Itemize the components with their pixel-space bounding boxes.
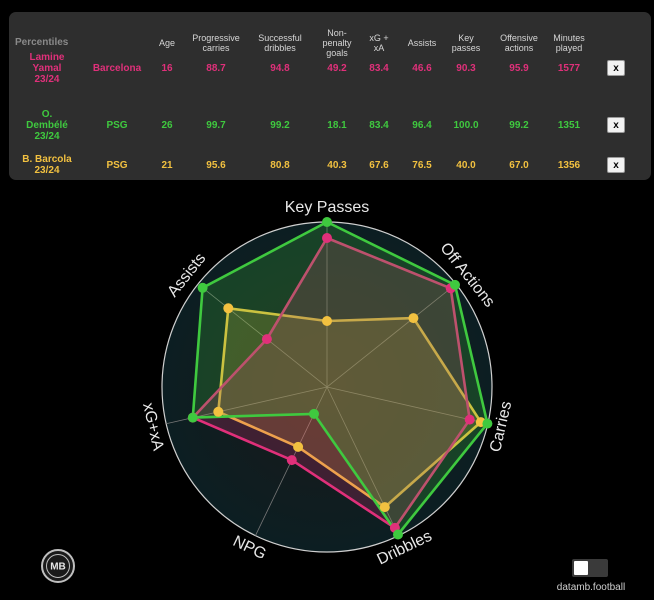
row-2-npg: 18.1 — [327, 119, 347, 131]
radar-series-2-point — [450, 279, 460, 290]
radar-series-3-point — [213, 406, 224, 417]
header-key-passes: Key passes — [451, 33, 481, 53]
radar-series-3-point — [408, 313, 419, 324]
radar-spoke — [197, 283, 328, 388]
row-3-successful-dribbles: 80.8 — [270, 159, 290, 171]
row-3-player-name: B. Barcola 23/24 — [22, 154, 72, 176]
row-3-progressive-carries: 95.6 — [206, 159, 226, 171]
row-2-player-name: O. Dembélé 23/24 — [26, 108, 68, 142]
row-2-assists: 96.4 — [412, 119, 432, 131]
remove-player-button[interactable]: x — [607, 157, 625, 173]
toggle-knob — [574, 561, 588, 575]
row-3-club: PSG — [106, 159, 128, 171]
row-2-club: PSG — [106, 119, 128, 131]
row-2-minutes: 1351 — [557, 119, 581, 131]
row-3-key-passes: 40.0 — [456, 159, 476, 171]
radar-series-1-area — [191, 236, 472, 530]
radar-series-1-point — [322, 233, 332, 243]
comparison-table: Percentiles Age Progressive carries Success… — [9, 12, 651, 180]
row-3-assists: 76.5 — [412, 159, 432, 171]
radar-series-1-point — [464, 414, 475, 425]
row-3-npg: 40.3 — [327, 159, 347, 171]
remove-player-button[interactable]: x — [607, 60, 625, 76]
row-1-successful-dribbles: 94.8 — [270, 62, 290, 74]
header-npg: Non- penalty goals — [322, 28, 352, 58]
datamb-logo: MB — [41, 549, 75, 583]
theme-toggle[interactable] — [572, 559, 608, 577]
radar-series-3-point — [379, 502, 390, 513]
header-assists: Assists — [407, 38, 437, 48]
row-3-xg-xa: 67.6 — [369, 159, 389, 171]
radar-series-1-point — [261, 334, 272, 345]
row-1-progressive-carries: 88.7 — [206, 62, 226, 74]
row-1-club: Barcelona — [92, 62, 142, 74]
header-minutes-played: Minutes played — [553, 33, 585, 53]
logo-text: MB — [50, 562, 66, 573]
row-2-age: 26 — [161, 119, 173, 131]
header-percentiles: Percentiles — [15, 37, 69, 48]
row-1-npg: 49.2 — [327, 62, 347, 74]
row-3-age: 21 — [161, 159, 173, 171]
row-1-age: 16 — [161, 62, 173, 74]
radar-series-1-point — [286, 455, 297, 466]
radar-series-2-point — [187, 412, 198, 423]
radar-axis-label: xG+xA — [139, 401, 166, 452]
radar-series-3-point — [322, 316, 332, 326]
row-2-offensive-actions: 99.2 — [509, 119, 529, 131]
radar-series-3-area — [217, 306, 483, 509]
radar-series-2-point — [309, 408, 319, 419]
radar-axis-label: Carries — [487, 400, 515, 454]
header-successful-dribbles: Successful dribbles — [258, 33, 302, 53]
row-2-xg-xa: 83.4 — [369, 119, 389, 131]
row-1-key-passes: 90.3 — [456, 62, 476, 74]
radar-spoke — [326, 283, 457, 388]
row-2-successful-dribbles: 99.2 — [270, 119, 290, 131]
credit-text: datamb.football — [556, 582, 626, 593]
radar-spoke — [326, 386, 488, 425]
radar-series-2-area — [191, 220, 489, 536]
row-1-player-name: Lamine Yamal 23/24 — [29, 51, 65, 85]
radar-series-3-point — [223, 303, 234, 314]
radar-series-2-point — [322, 217, 332, 227]
row-1-minutes: 1577 — [557, 62, 581, 74]
radar-axis-label: Key Passes — [285, 199, 369, 216]
row-1-offensive-actions: 95.9 — [509, 62, 529, 74]
header-age: Age — [158, 38, 175, 48]
header-progressive-carries: Progressive carries — [192, 33, 240, 53]
remove-player-button[interactable]: x — [607, 117, 625, 133]
radar-series-3-point — [293, 441, 304, 452]
header-offensive-actions: Offensive actions — [500, 33, 538, 53]
row-1-xg-xa: 83.4 — [369, 62, 389, 74]
row-3-offensive-actions: 67.0 — [509, 159, 529, 171]
radar-series-2-point — [482, 418, 493, 429]
row-2-progressive-carries: 99.7 — [206, 119, 226, 131]
row-3-minutes: 1356 — [557, 159, 581, 171]
radar-series-2-point — [197, 282, 208, 293]
row-2-key-passes: 100.0 — [453, 119, 479, 131]
row-1-assists: 46.6 — [412, 62, 432, 74]
radar-series-2-point — [393, 529, 403, 540]
header-xg-xa: xG + xA — [369, 33, 389, 53]
